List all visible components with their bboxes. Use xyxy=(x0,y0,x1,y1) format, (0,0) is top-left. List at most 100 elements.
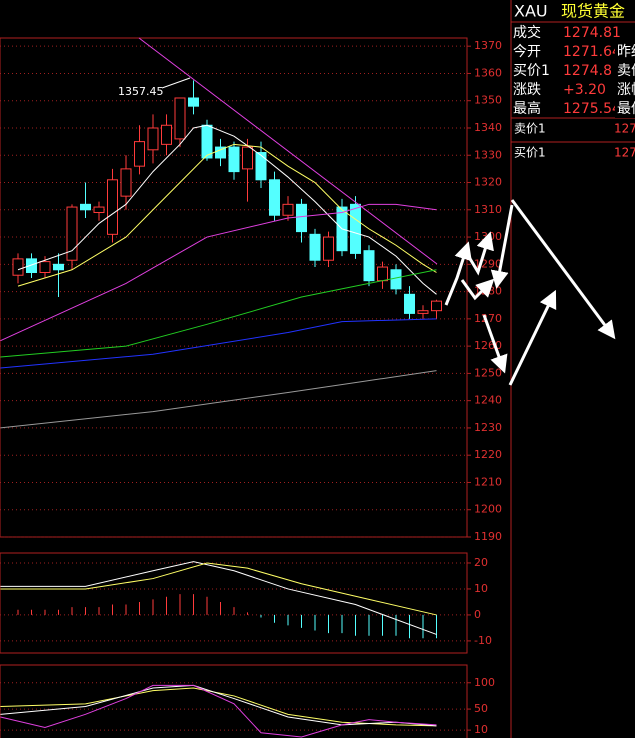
high-pointer xyxy=(161,77,191,89)
y-tick-label: 1220 xyxy=(474,448,502,461)
arrow xyxy=(482,314,508,374)
indicator-line xyxy=(0,269,437,358)
indicator-line xyxy=(0,684,437,738)
candle-body xyxy=(309,233,321,261)
candle-body xyxy=(201,124,213,159)
y-tick-label: 100 xyxy=(474,676,495,689)
arrows xyxy=(444,199,616,386)
arrow xyxy=(460,278,495,301)
book-label: 卖价1 xyxy=(514,122,546,136)
high-label: 1357.45 xyxy=(118,85,164,98)
y-tick-label: 10 xyxy=(474,582,488,595)
indicator-line xyxy=(0,684,437,727)
y-tick-label: 1320 xyxy=(474,176,502,189)
trend-line xyxy=(138,37,438,265)
candle-body xyxy=(350,203,361,254)
candle-body xyxy=(255,152,267,181)
candle-body xyxy=(242,146,253,170)
candle-body xyxy=(120,168,132,197)
quote-label: 涨幅 xyxy=(617,82,635,98)
quote-value: +3.20 xyxy=(563,82,606,98)
y-tick-label: 1350 xyxy=(474,94,502,107)
book-value: 127 xyxy=(614,122,635,136)
candle-body xyxy=(363,250,375,282)
y-tick-label: 1240 xyxy=(474,394,502,407)
book-value: 127 xyxy=(614,146,635,160)
candle-body xyxy=(147,127,159,151)
instrument-name: 现货黄金 xyxy=(561,2,625,21)
label-mask xyxy=(615,100,635,118)
candle-body xyxy=(390,269,402,290)
candle-body xyxy=(161,124,172,145)
y-tick-label: 1230 xyxy=(474,421,502,434)
quote-label: 昨结 xyxy=(617,44,635,60)
label-mask xyxy=(615,81,635,99)
candle-body xyxy=(431,300,442,312)
candle-body xyxy=(215,146,226,159)
candle-body xyxy=(39,261,51,274)
y-tick-label: 1370 xyxy=(474,39,502,52)
label-mask xyxy=(615,62,635,80)
arrow xyxy=(464,231,494,276)
quote-label: 买价1 xyxy=(513,63,550,79)
arrow xyxy=(510,199,616,340)
candle-body xyxy=(26,258,37,274)
candle-body xyxy=(174,97,186,140)
macd-frame xyxy=(0,552,468,654)
quote-value: 1274.8 xyxy=(563,63,612,79)
quote-label: 卖价 xyxy=(617,63,635,79)
y-tick-label: 1250 xyxy=(474,366,502,379)
plot-area xyxy=(0,684,437,738)
quote-label: 成交 xyxy=(513,24,541,41)
candle-body xyxy=(269,179,280,216)
y-tick-label: 1210 xyxy=(474,475,502,488)
symbol: XAU xyxy=(514,2,548,21)
candle-body xyxy=(53,263,64,271)
arrow xyxy=(444,241,472,306)
indicator-line xyxy=(0,203,437,342)
quote-panel: XAU 现货黄金 成交 1274.81 今开 1271.64昨结买价1 1274.8 卖价… xyxy=(511,2,635,160)
y-tick-label: 1200 xyxy=(474,503,502,516)
candle-body xyxy=(404,293,415,314)
plot-area xyxy=(0,561,437,639)
y-tick-label: 1310 xyxy=(474,203,502,216)
candle-body xyxy=(228,146,240,173)
y-tick-label: 1270 xyxy=(474,312,502,325)
arrow xyxy=(490,204,514,289)
indicator-line xyxy=(0,561,437,635)
arrow xyxy=(508,289,557,386)
candle-body xyxy=(417,310,429,314)
indicator-line xyxy=(17,143,437,287)
quote-label: 最低 xyxy=(617,101,635,117)
y-tick-label: 50 xyxy=(474,702,488,715)
candle-body xyxy=(80,203,91,211)
candle-body xyxy=(323,236,334,261)
candle-body xyxy=(66,206,78,261)
indicator-line xyxy=(17,124,437,295)
y-tick-label: 0 xyxy=(474,608,481,621)
candle-body xyxy=(107,179,118,235)
quote-label: 涨跌 xyxy=(513,82,541,98)
candle-body xyxy=(377,266,388,282)
indicator-line xyxy=(0,562,437,616)
indicator-line xyxy=(0,318,437,369)
y-tick-label: 10 xyxy=(474,723,488,736)
quote-value: 1271.64 xyxy=(563,44,621,60)
y-tick-label: -10 xyxy=(474,634,492,647)
y-tick-label: 1360 xyxy=(474,66,502,79)
indicator-line xyxy=(0,687,437,727)
kdj-frame xyxy=(0,664,468,738)
y-tick-label: 1340 xyxy=(474,121,502,134)
y-tick-label: 1190 xyxy=(474,530,502,543)
candle-body xyxy=(282,203,294,216)
quote-value: 1274.81 xyxy=(563,25,621,41)
label-mask xyxy=(615,43,635,61)
quote-label: 今开 xyxy=(513,44,541,60)
quote-label: 最高 xyxy=(513,100,541,117)
candle-body xyxy=(12,258,24,276)
candle-body xyxy=(296,203,307,233)
y-tick-label: 20 xyxy=(474,556,488,569)
quote-value: 1275.54 xyxy=(563,101,621,117)
plots: 1190120012101220123012401250126012701280… xyxy=(0,39,502,738)
